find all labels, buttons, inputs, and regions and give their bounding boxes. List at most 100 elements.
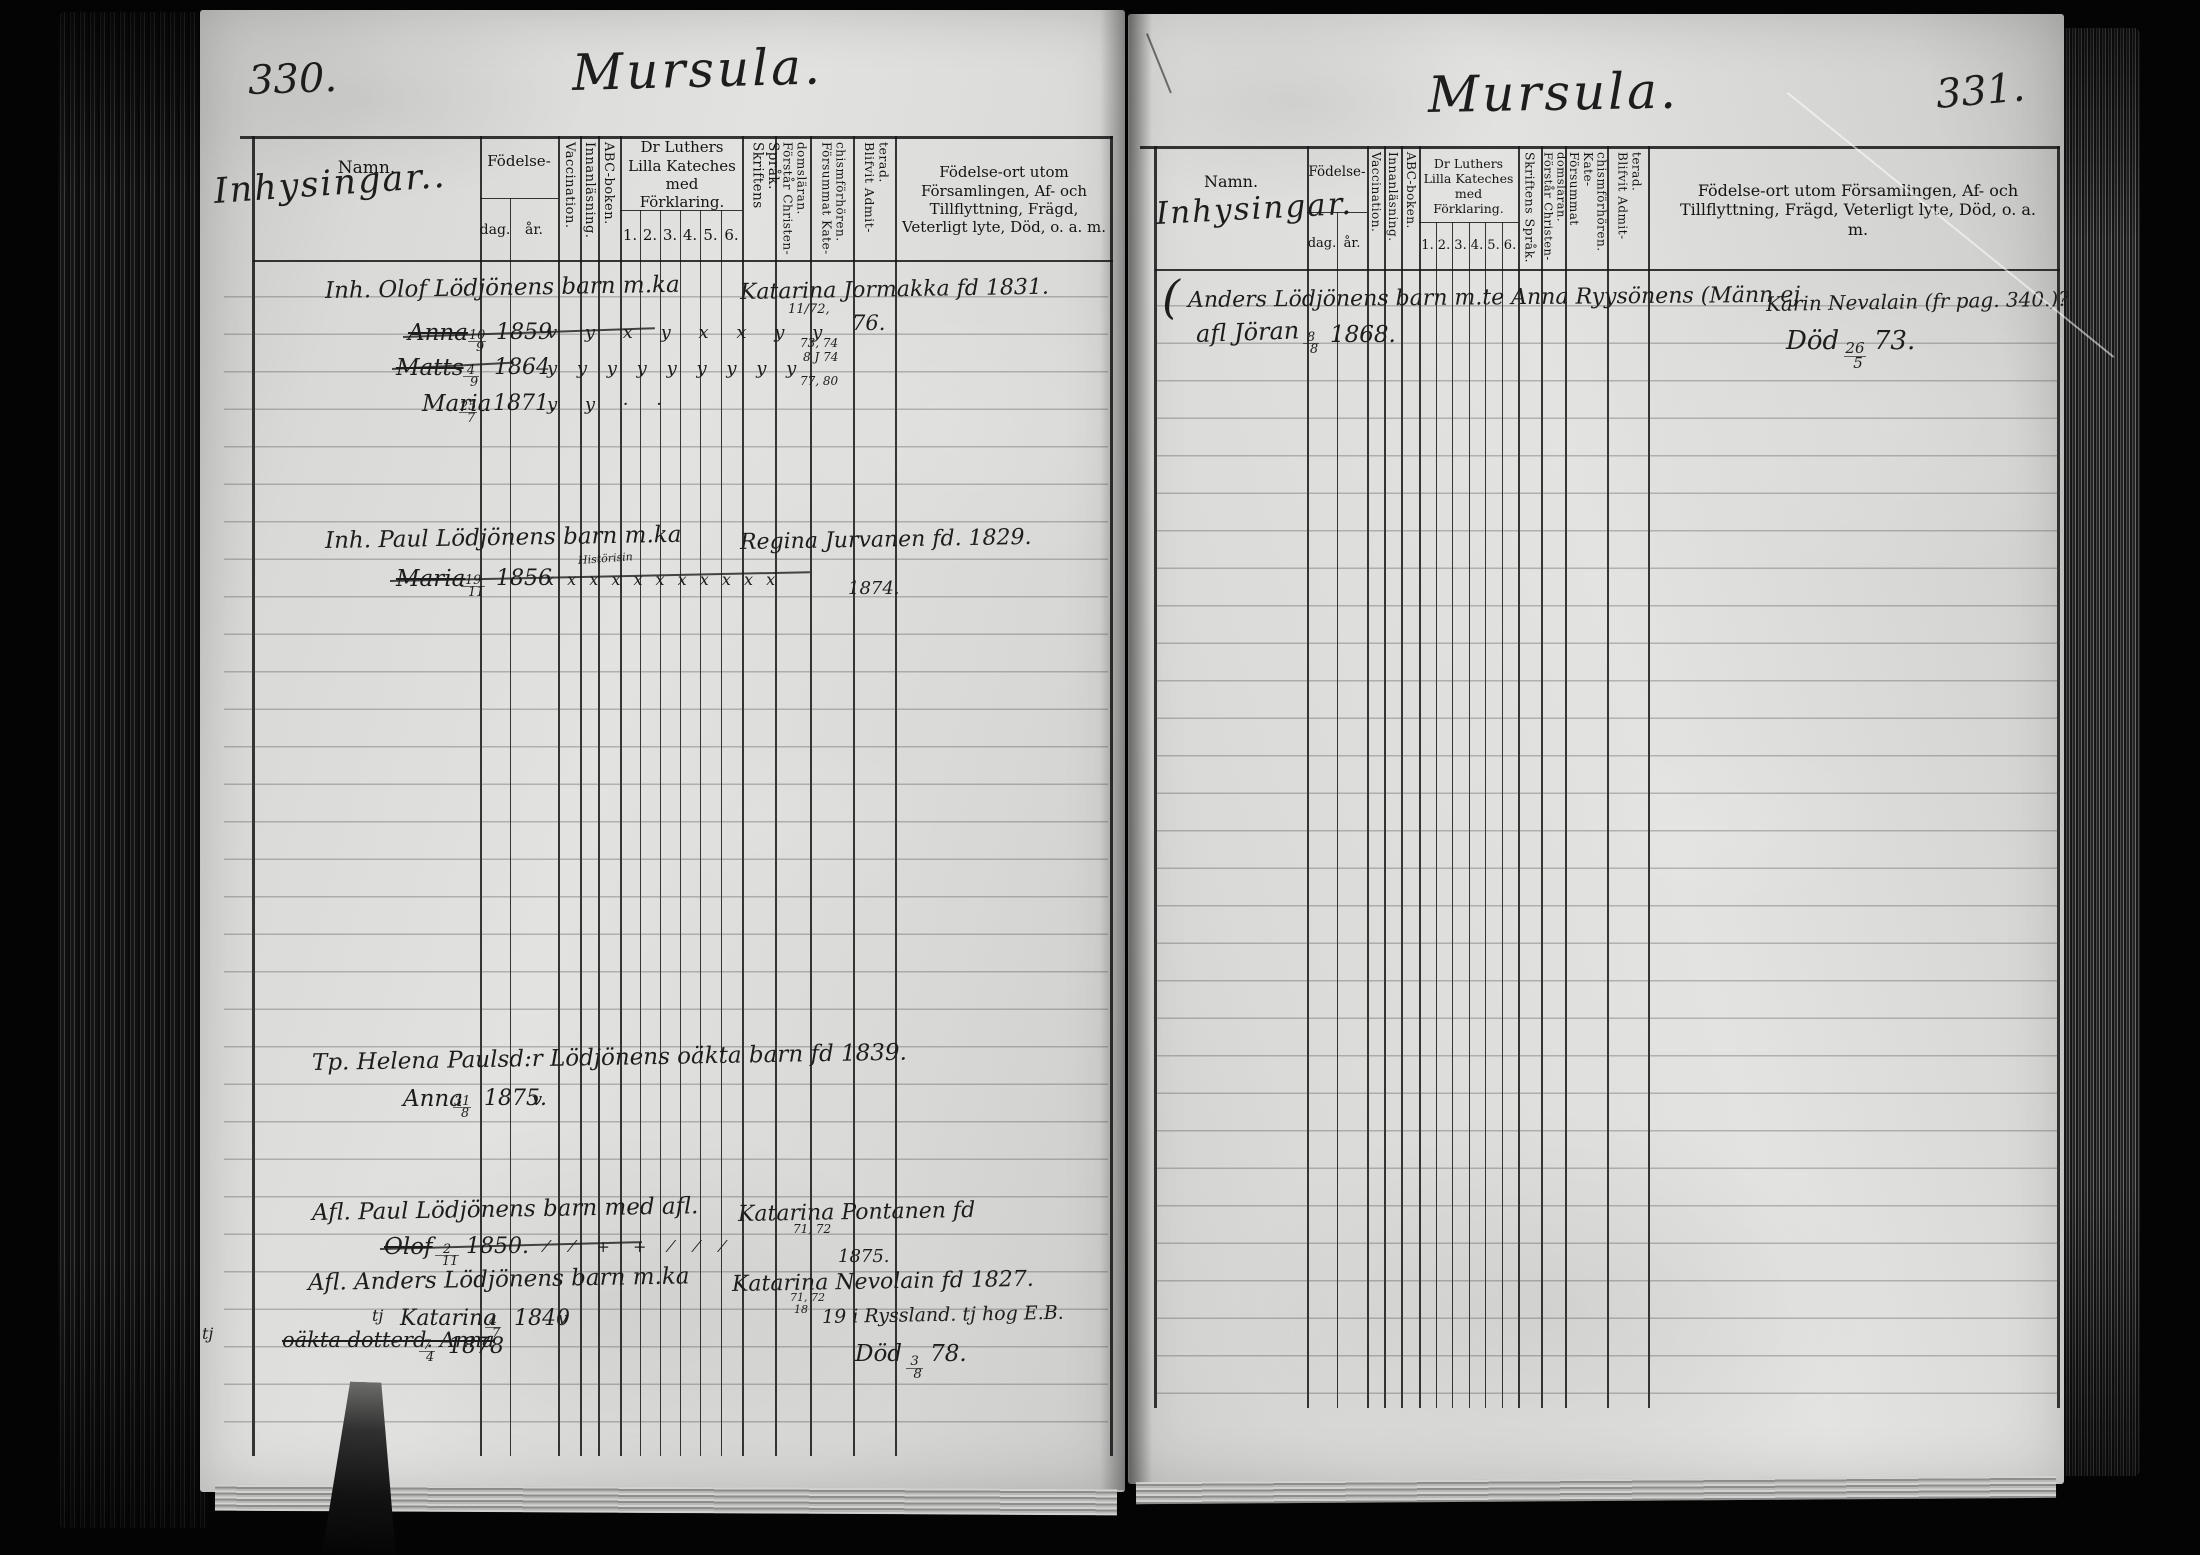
child-name: Maria	[422, 391, 492, 417]
col-header-admitted: Blifvit Admit-terad.	[862, 142, 892, 233]
col-header-missed: Försummat Kate-chismförhören.	[819, 142, 848, 255]
col-header-catechism-5: 5.	[1487, 238, 1500, 253]
child-name: Anna	[403, 1086, 463, 1112]
row-prefix: tj	[372, 1306, 384, 1325]
birth-year: 1878	[448, 1334, 504, 1359]
record-mother: Regina Jurvanen fd. 1829.	[739, 524, 1032, 555]
missed-note: 77, 80	[800, 374, 839, 388]
birth-day: 25 7	[459, 399, 478, 427]
record-paren: (	[1162, 270, 1180, 324]
missed-note: 1874.	[848, 578, 900, 599]
table-top-rule	[1140, 146, 2060, 149]
margin-note: tj	[202, 1324, 214, 1343]
col-header-reading: Innanläsning.	[581, 142, 597, 239]
book-gutter-shadow	[1100, 10, 1152, 1490]
child-name: oäkta dotterd. Anna	[282, 1328, 495, 1352]
col-header-catechism-3: 3.	[1454, 238, 1467, 253]
table-right-border	[1110, 136, 1113, 1456]
col-header-catechism-6: 6.	[724, 226, 739, 244]
page-title: Mursula.	[571, 37, 824, 102]
header-bottom-rule	[253, 260, 1113, 262]
birth-year: 1840	[514, 1306, 570, 1331]
category-heading: Inhysingar..	[212, 155, 448, 212]
col-header-understands: Förstår Christen-domsläran.	[780, 142, 809, 256]
left-page: 330. Mursula. Namn	[200, 10, 1125, 1492]
admitted-year: 76.	[852, 311, 886, 335]
record-note: 18	[794, 1303, 808, 1316]
col-header-catechism-1: 1.	[622, 226, 638, 244]
page-number: 331.	[1933, 64, 2027, 118]
col-header-catechism: Dr Luthers Lilla Kateches med Förklaring…	[628, 138, 736, 212]
col-header-remarks: Födelse-ort utom Församlingen, Af- och T…	[901, 163, 1107, 237]
col-header-catechism-6: 6.	[1503, 238, 1517, 253]
record-intro: Anders Lödjönens barn m.te Anna Ryysönen…	[1187, 282, 1801, 313]
col-header-birth-day: dag.	[479, 222, 511, 238]
col-header-birth-day: dag.	[1307, 236, 1337, 251]
birth-day: 10 9	[468, 328, 487, 356]
reading-marks: y y · ·	[547, 394, 673, 415]
ruled-lines	[1155, 269, 2060, 1409]
col-header-abc-book: ABC-boken.	[1403, 152, 1418, 229]
birth-day: 2 11	[435, 1243, 460, 1269]
col-header-catechism-3: 3.	[662, 226, 678, 244]
left-page-edge-stack	[58, 12, 208, 1528]
col-header-catechism: Dr Luthers Lilla Kateches med Förklaring…	[1423, 155, 1514, 217]
row-remark: 19 i Ryssland. tj hog E.B.	[821, 1301, 1064, 1328]
col-header-birth-year: år.	[1343, 236, 1361, 251]
table-left-border	[1154, 146, 1157, 1408]
table-left-border	[252, 136, 255, 1456]
col-header-vaccination: Vaccination.	[1368, 152, 1383, 233]
col-header-catechism-5: 5.	[703, 226, 718, 244]
col-header-name: Namn.	[1203, 172, 1259, 191]
table-right-border	[2057, 146, 2060, 1408]
col-header-missed: Försummat Kate-chismförhören.	[1567, 152, 1609, 252]
reading-marks: y y y y y y y y y	[547, 358, 804, 379]
child-name: Anna	[408, 320, 468, 346]
death-note: Död 26 5 73.	[1786, 326, 1916, 372]
right-page: 331. Mursula. Namn.	[1128, 14, 2115, 1484]
col-header-scripture: Skriftens Språk.	[749, 142, 782, 209]
record-note: 71, 72	[790, 1291, 825, 1304]
col-header-scripture: Skriftens Språk.	[1522, 152, 1538, 264]
col-header-name: Namn.	[337, 158, 396, 178]
reading-marks: v	[532, 1089, 543, 1110]
table-top-rule	[240, 136, 1113, 139]
col-header-birth-year: år.	[525, 222, 543, 238]
col-header-catechism-2: 2.	[642, 226, 658, 244]
record-note: 1875.	[838, 1246, 890, 1267]
col-header-vaccination: Vaccination.	[561, 142, 577, 229]
right-page-edge-stack	[2058, 28, 2140, 1476]
record-note: 71, 72	[793, 1222, 832, 1236]
page-title: Mursula.	[1427, 61, 1680, 124]
record-mother: Katarina Pontanen fd	[737, 1197, 976, 1227]
record-note: 11/72,	[788, 302, 830, 317]
birth-year: 1868.	[1330, 322, 1396, 348]
col-header-remarks: Födelse-ort utom Församlingen, Af- och T…	[1679, 180, 2037, 239]
col-header-birth: Födelse-	[1308, 164, 1366, 180]
col-header-birth: Födelse-	[487, 152, 551, 170]
col-header-catechism-2: 2.	[1437, 238, 1451, 253]
missed-note: 8 J 74	[803, 350, 839, 364]
col-header-admitted: Blifvit Admit-terad.	[1615, 152, 1644, 240]
birth-year: 1864	[494, 355, 550, 380]
birth-year: 1875.	[484, 1086, 547, 1111]
missed-note: 73, 74	[800, 336, 839, 350]
page-number: 330.	[247, 54, 338, 104]
category-heading: Inhysingar.	[1155, 185, 1354, 232]
child-name: afl Jöran	[1195, 316, 1300, 348]
birth-year: 1871.	[493, 391, 556, 416]
col-header-abc-book: ABC-boken.	[600, 142, 616, 225]
birth-day: 31 8	[453, 1094, 472, 1122]
reading-marks: v y x y x x y y	[547, 322, 834, 343]
child-name: Katarina	[400, 1306, 497, 1331]
col-header-catechism-4: 4.	[682, 226, 698, 244]
col-header-understands: Förstår Christen-domsläran.	[1541, 152, 1569, 261]
col-header-reading: Innanläsning.	[1385, 152, 1400, 242]
col-header-catechism-4: 4.	[1470, 238, 1484, 253]
record-mother: Katarina Nevolain fd 1827.	[731, 1266, 1035, 1297]
